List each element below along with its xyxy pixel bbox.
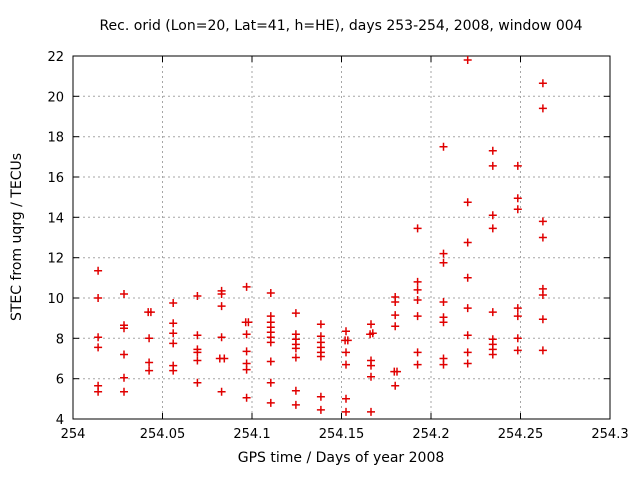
svg-text:254: 254	[61, 427, 86, 442]
svg-text:254.25: 254.25	[498, 427, 544, 442]
x-axis-label: GPS time / Days of year 2008	[237, 450, 445, 466]
svg-text:12: 12	[47, 252, 64, 267]
svg-text:6: 6	[56, 373, 64, 388]
svg-text:18: 18	[47, 131, 64, 146]
svg-text:254.1: 254.1	[233, 427, 270, 442]
svg-text:254.05: 254.05	[140, 427, 186, 442]
svg-text:4: 4	[56, 413, 64, 428]
chart-title: Rec. orid (Lon=20, Lat=41, h=HE), days 2…	[99, 18, 583, 34]
svg-text:254.2: 254.2	[412, 427, 449, 442]
svg-text:254.3: 254.3	[591, 427, 628, 442]
svg-text:254.15: 254.15	[319, 427, 365, 442]
svg-text:10: 10	[47, 292, 64, 307]
svg-text:16: 16	[47, 171, 64, 186]
svg-text:22: 22	[47, 50, 64, 65]
svg-text:8: 8	[56, 332, 64, 347]
svg-text:20: 20	[47, 90, 64, 105]
svg-text:14: 14	[47, 211, 64, 226]
